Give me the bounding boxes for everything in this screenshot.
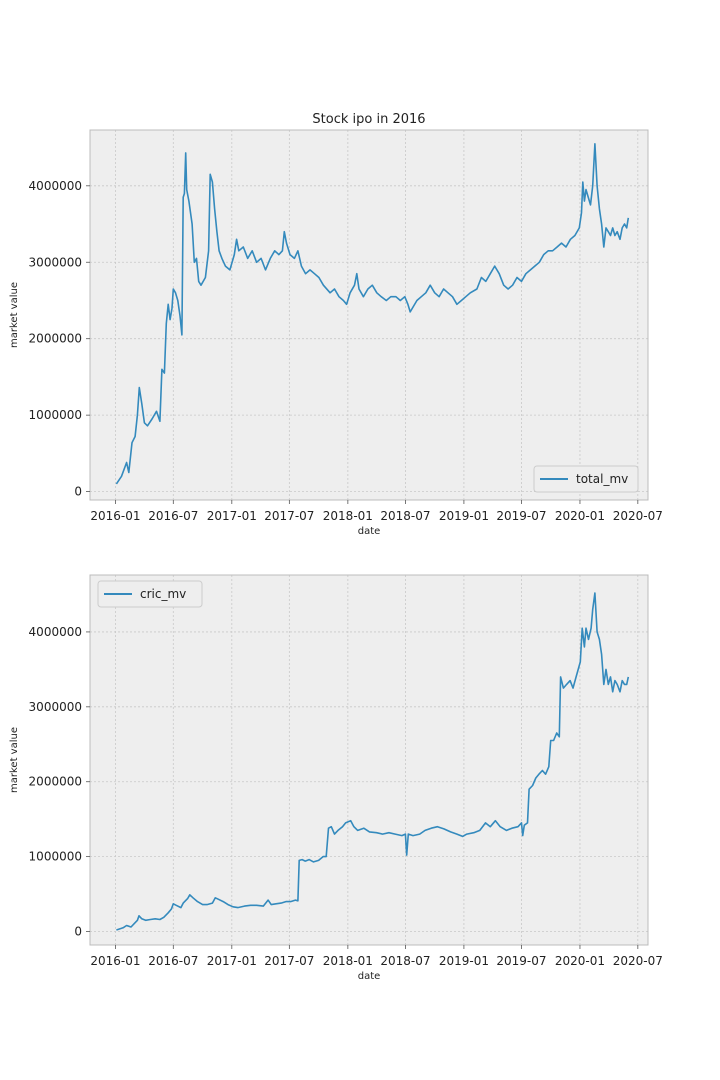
y-tick-label: 3000000 — [29, 255, 82, 269]
y-tick-label: 4000000 — [29, 179, 82, 193]
plot-area — [90, 575, 648, 945]
x-tick-label: 2016-01 — [90, 954, 140, 968]
x-tick-label: 2019-07 — [496, 509, 546, 523]
plot-frame — [89, 574, 649, 946]
x-tick-label: 2017-07 — [264, 954, 314, 968]
x-axis-label: date — [358, 526, 381, 537]
x-tick-label: 2019-07 — [496, 954, 546, 968]
plot-frame — [89, 129, 649, 501]
y-tick-label: 0 — [74, 925, 82, 939]
x-axis-label: date — [358, 971, 381, 982]
y-tick-label: 2000000 — [29, 775, 82, 789]
legend-label: total_mv — [576, 472, 628, 486]
y-axis-label: market value — [9, 282, 20, 348]
legend-label: cric_mv — [140, 587, 186, 601]
y-tick-label: 0 — [74, 485, 82, 499]
x-tick-label: 2020-07 — [613, 954, 663, 968]
y-tick-label: 2000000 — [29, 332, 82, 346]
x-tick-label: 2018-07 — [380, 954, 430, 968]
x-tick-label: 2016-01 — [90, 509, 140, 523]
y-tick-label: 4000000 — [29, 625, 82, 639]
x-tick-label: 2016-07 — [148, 509, 198, 523]
legend: cric_mv — [97, 580, 203, 608]
x-tick-label: 2018-07 — [380, 509, 430, 523]
legend-box — [533, 465, 639, 493]
series-line-cric_mv — [116, 592, 630, 931]
y-axis-label: market value — [9, 727, 20, 793]
x-tick-label: 2017-01 — [207, 509, 257, 523]
x-tick-label: 2020-01 — [555, 509, 605, 523]
x-tick-label: 2018-01 — [323, 509, 373, 523]
plot-area — [90, 130, 648, 500]
legend-box — [97, 580, 203, 608]
chart-cric-mv: 2016-01 2016-07 2017-01 2017-07 2018-01 2018-… — [9, 574, 663, 982]
x-tick-label: 2019-01 — [439, 509, 489, 523]
x-tick-label: 2020-01 — [555, 954, 605, 968]
series-line-total_mv — [115, 143, 630, 485]
x-tick-label: 2017-07 — [264, 509, 314, 523]
x-tick-label: 2020-07 — [613, 509, 663, 523]
chart-title: Stock ipo in 2016 — [312, 112, 425, 127]
y-tick-label: 1000000 — [29, 408, 82, 422]
chart-total-mv: 2016-01 2016-07 2017-01 2017-07 2018-01 2018-… — [9, 112, 663, 537]
y-tick-label: 1000000 — [29, 850, 82, 864]
x-tick-label: 2017-01 — [207, 954, 257, 968]
x-tick-label: 2019-01 — [439, 954, 489, 968]
x-tick-label: 2018-01 — [323, 954, 373, 968]
y-tick-label: 3000000 — [29, 700, 82, 714]
legend: total_mv — [533, 465, 639, 493]
x-tick-label: 2016-07 — [148, 954, 198, 968]
